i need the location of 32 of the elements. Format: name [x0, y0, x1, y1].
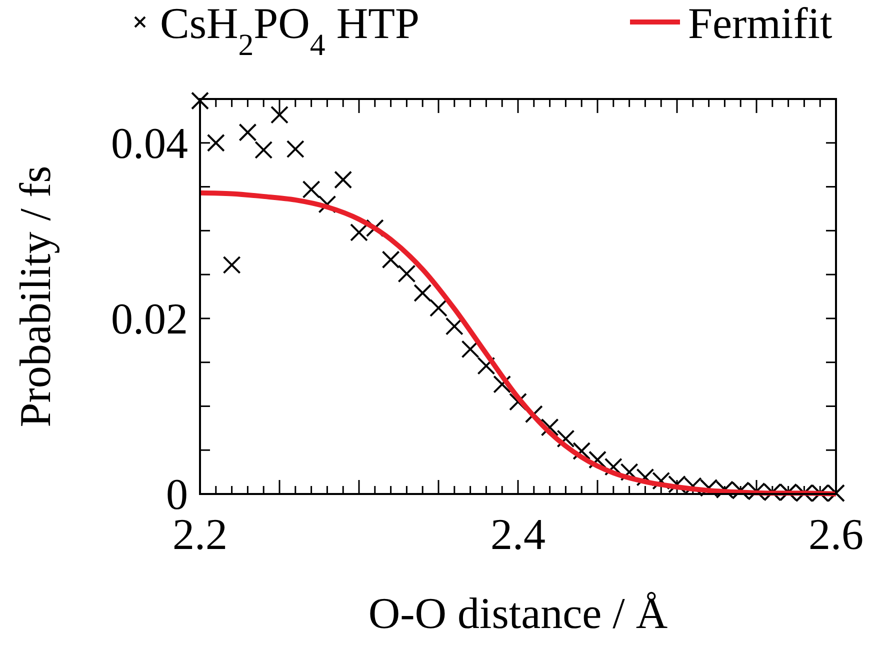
- legend-label: CsH$_{2}$PO$_{4}$ HTP: [160, 0, 420, 62]
- point: [445, 317, 464, 336]
- point: [382, 250, 400, 269]
- point: [238, 123, 257, 142]
- x-tick-label: 2.4: [490, 510, 546, 559]
- point: [414, 284, 432, 302]
- point: [572, 442, 591, 460]
- point: [318, 195, 336, 214]
- legend-label: Fermifit: [688, 0, 832, 48]
- point: [398, 264, 416, 283]
- point: [191, 92, 209, 110]
- point: [461, 340, 480, 358]
- point: [302, 180, 320, 198]
- point: [286, 140, 304, 158]
- point: [206, 134, 225, 152]
- point: [222, 256, 241, 274]
- point: [493, 375, 512, 394]
- point: [556, 430, 575, 448]
- point: [477, 356, 496, 375]
- y-axis-title: Probability / fs: [11, 166, 60, 428]
- y-tick-label: 0.02: [111, 294, 188, 344]
- point: [254, 140, 273, 159]
- point: [540, 418, 559, 436]
- point: [334, 170, 352, 189]
- point: [270, 106, 288, 124]
- point: [588, 450, 606, 469]
- x-axis-title: O-O distance / Å: [368, 589, 668, 638]
- point: [509, 392, 527, 411]
- x-tick-label: 2.6: [808, 510, 864, 559]
- point: [430, 298, 448, 317]
- y-tick-label: 0.04: [111, 118, 188, 168]
- point: [350, 223, 368, 242]
